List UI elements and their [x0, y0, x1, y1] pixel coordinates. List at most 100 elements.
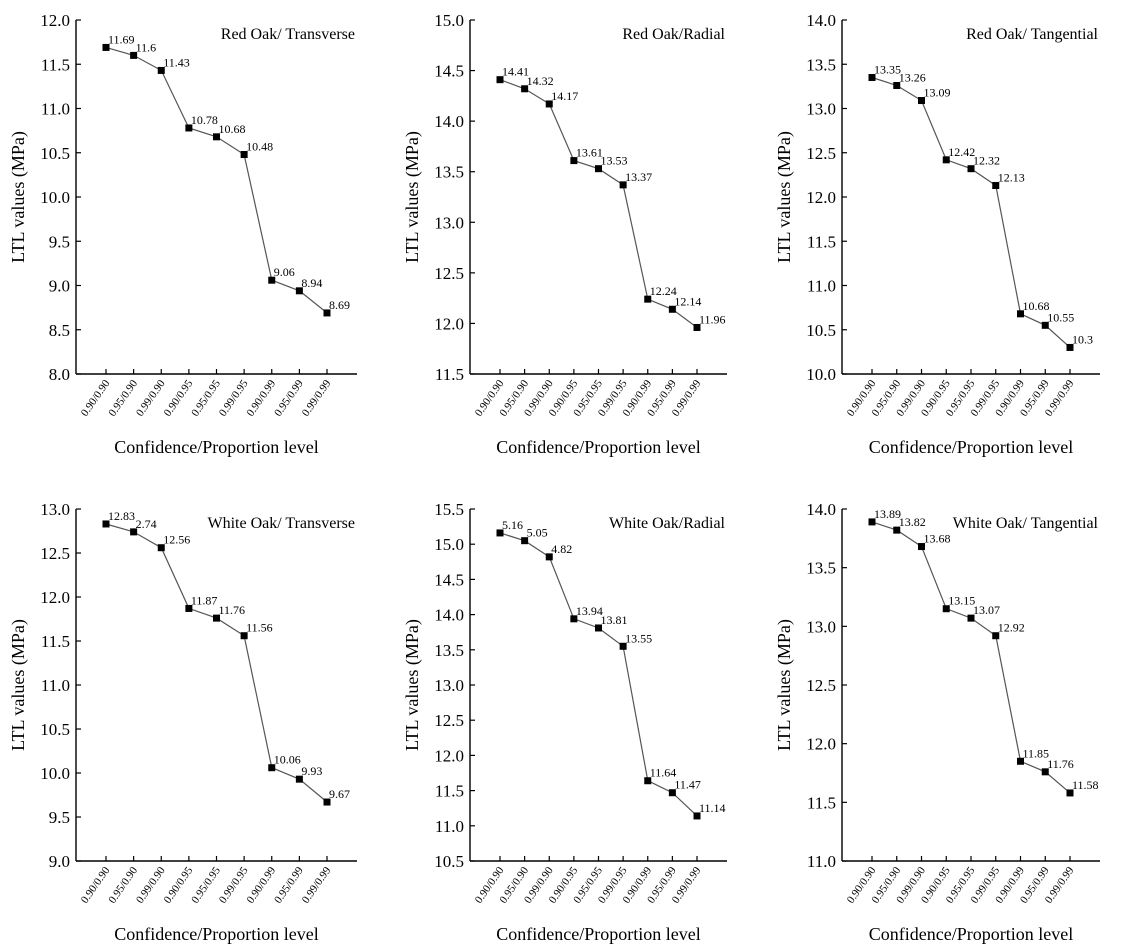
y-tick-label: 13.5: [434, 641, 464, 660]
y-axis-label: LTL values (MPa): [402, 619, 423, 751]
data-label: 11.69: [108, 32, 135, 46]
data-label: 13.53: [601, 154, 628, 168]
x-tick-label: 0.99/0.99: [300, 377, 334, 418]
y-tick-label: 13.5: [806, 55, 836, 74]
y-tick-label: 11.5: [41, 55, 70, 74]
chart-panel: 8.08.59.09.510.010.511.011.512.00.90/0.9…: [8, 11, 357, 457]
data-label: 14.41: [502, 65, 529, 79]
y-tick-label: 12.0: [806, 735, 836, 754]
data-label: 13.09: [924, 86, 951, 100]
y-tick-label: 13.0: [806, 100, 836, 119]
data-point: [992, 632, 1000, 640]
data-label: 10.48: [246, 140, 273, 154]
y-axis-label: LTL values (MPa): [8, 619, 29, 751]
data-point: [323, 309, 331, 317]
data-point: [619, 181, 627, 189]
y-tick-label: 12.5: [806, 676, 836, 695]
data-point: [295, 775, 303, 783]
data-point: [521, 537, 529, 545]
chart-panel: 9.09.510.010.511.011.512.012.513.00.90/0…: [8, 500, 357, 944]
data-point: [1041, 321, 1049, 329]
data-point: [213, 133, 220, 141]
data-label: 14.32: [527, 74, 554, 88]
data-point: [295, 287, 303, 295]
x-axis-label: Confidence/Proportion level: [114, 924, 318, 944]
data-point: [130, 51, 138, 59]
data-point: [967, 614, 975, 622]
data-label: 13.35: [874, 63, 901, 77]
chart-panel: 10.5 11.0 11.5 12.0 12.5 13.0 13.5 14.0 14.5 15.0…: [402, 500, 727, 944]
y-tick-label: 11.5: [807, 793, 836, 812]
data-point: [185, 124, 193, 132]
data-label: 11.76: [1047, 757, 1074, 771]
data-point: [619, 642, 627, 650]
panel-title: White Oak/ Transverse: [207, 515, 355, 532]
data-point: [102, 520, 110, 528]
y-tick-label: 9.5: [49, 808, 70, 827]
y-tick-label: 11.5: [41, 632, 70, 651]
y-tick-label: 12.5: [434, 711, 464, 730]
data-label: 10.55: [1047, 310, 1074, 324]
data-point: [893, 526, 901, 534]
data-point: [967, 165, 975, 173]
data-label: 2.74: [136, 517, 157, 531]
data-point: [668, 789, 676, 797]
data-label: 5.16: [502, 518, 523, 532]
y-tick-label: 11.0: [41, 676, 70, 695]
data-label: 10.68: [1023, 299, 1050, 313]
data-label: 8.69: [329, 298, 350, 312]
data-label: 13.94: [576, 604, 603, 618]
y-tick-label: 13.0: [434, 213, 464, 232]
data-label: 13.55: [625, 631, 652, 645]
y-tick-label: 12.5: [806, 144, 836, 163]
data-label: 13.89: [874, 507, 901, 521]
y-tick-label: 10.5: [40, 720, 70, 739]
data-point: [1041, 768, 1049, 776]
y-tick-label: 14.5: [434, 570, 464, 589]
data-label: 11.85: [1023, 746, 1050, 760]
data-point: [213, 614, 220, 622]
data-label: 11.64: [650, 766, 677, 780]
chart-panel: 11.512.012.513.013.514.014.515.00.90/0.9…: [402, 11, 727, 457]
data-point: [644, 295, 652, 303]
y-tick-label: 9.5: [49, 232, 70, 251]
panel-title: White Oak/Radial: [609, 515, 726, 532]
y-tick-label: 14.0: [434, 606, 464, 625]
data-label: 12.13: [998, 170, 1025, 184]
data-label: 11.76: [219, 603, 246, 617]
y-tick-label: 12.5: [434, 264, 464, 283]
data-point: [595, 624, 602, 632]
data-label: 9.06: [274, 265, 295, 279]
y-tick-label: 10.0: [40, 764, 70, 783]
data-label: 11.87: [191, 593, 218, 607]
y-tick-label: 11.0: [807, 852, 836, 871]
data-point: [130, 528, 138, 536]
data-label: 13.37: [625, 170, 652, 184]
y-tick-label: 14.0: [806, 500, 836, 519]
y-tick-label: 9.0: [49, 277, 70, 296]
data-label: 12.32: [973, 154, 1000, 168]
data-point: [1017, 757, 1024, 765]
y-tick-label: 14.5: [434, 62, 464, 81]
y-tick-label: 10.5: [806, 321, 836, 340]
x-axis-label: Confidence/Proportion level: [869, 924, 1073, 944]
data-label: 10.06: [274, 753, 301, 767]
data-label: 11.56: [246, 621, 273, 635]
data-label: 13.82: [899, 515, 926, 529]
data-label: 12.83: [108, 509, 135, 523]
y-tick-label: 11.5: [807, 232, 836, 251]
data-label: 11.58: [1072, 778, 1099, 792]
chart-panel: 11.011.512.012.513.013.514.00.90/0.900.9…: [774, 500, 1100, 944]
data-label: 11.47: [674, 778, 701, 792]
data-point: [868, 74, 876, 82]
data-label: 13.07: [973, 603, 1000, 617]
y-tick-label: 8.5: [49, 321, 70, 340]
data-point: [268, 276, 276, 284]
data-label: 13.15: [948, 594, 975, 608]
data-point: [185, 604, 193, 612]
y-tick-label: 10.5: [434, 852, 464, 871]
data-label: 13.61: [576, 146, 603, 160]
data-label: 9.67: [329, 787, 350, 801]
data-label: 10.3: [1072, 332, 1093, 346]
